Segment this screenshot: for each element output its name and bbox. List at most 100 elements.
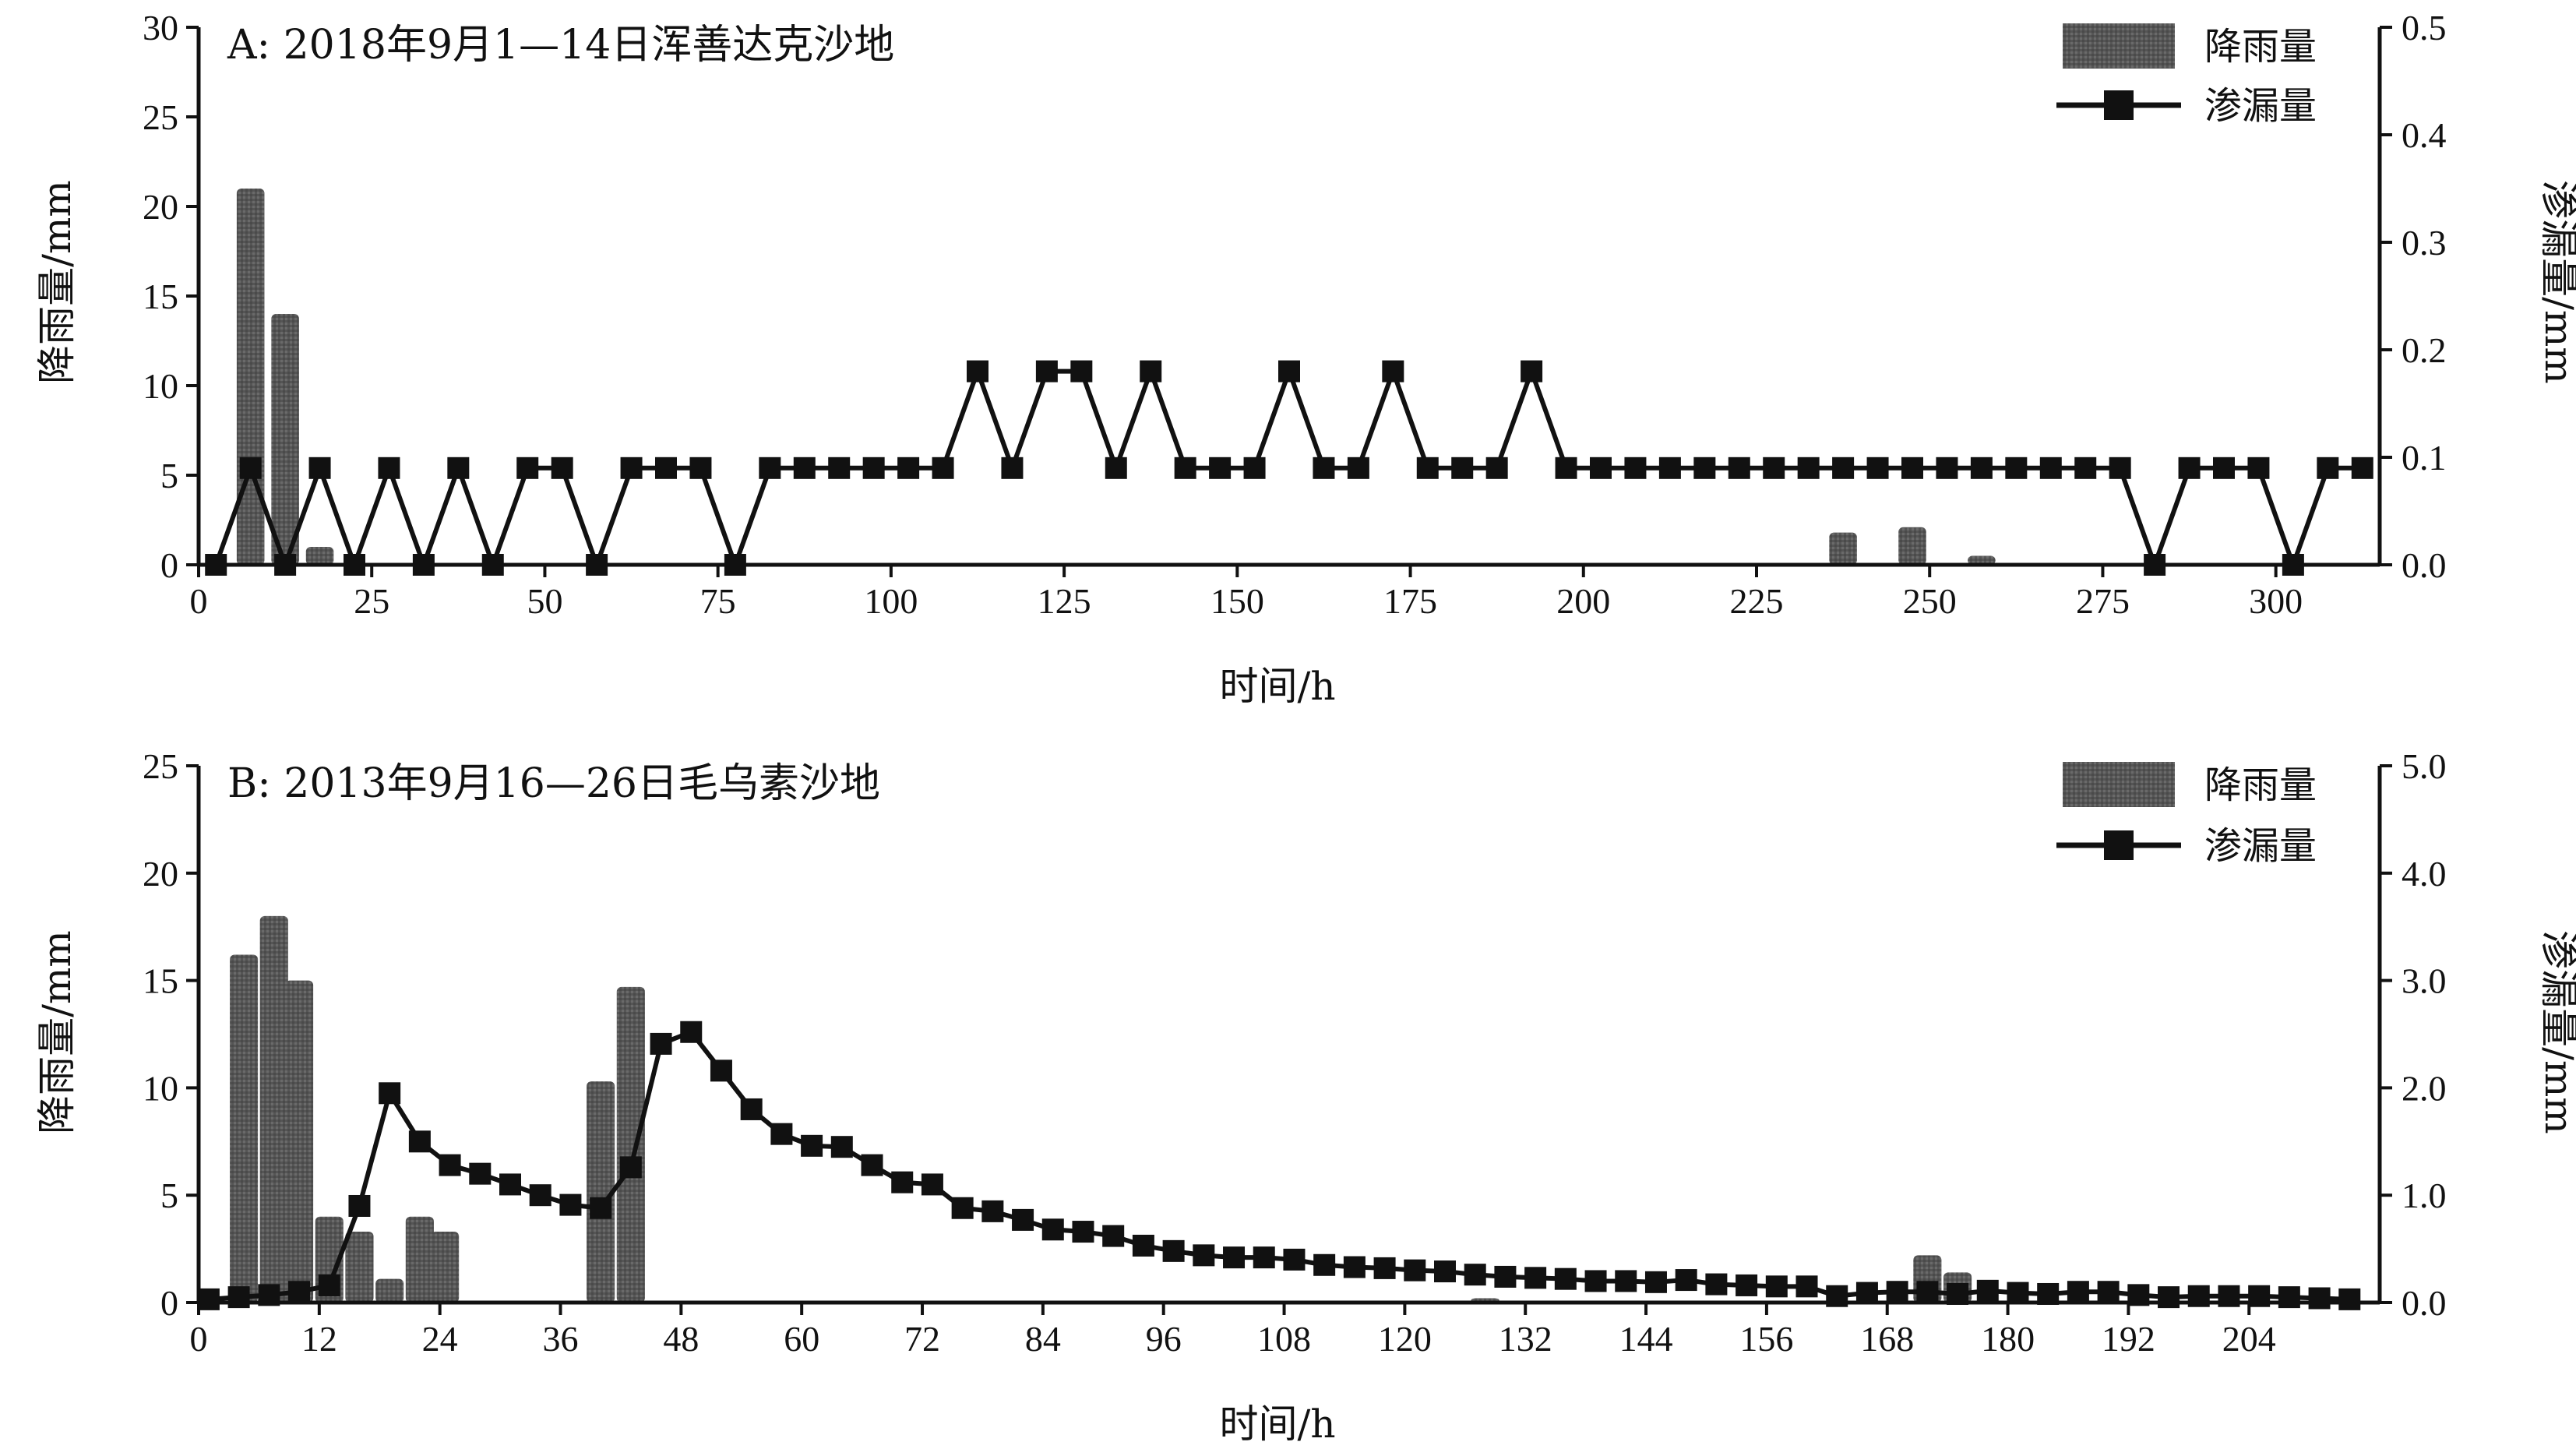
panel-a-leakage-point (1797, 457, 1820, 479)
panel-b-xlabel: 时间/h (1219, 1401, 1335, 1447)
panel-b: B: 2013年9月16—26日毛乌素沙地 时间/h 降雨量/mm 渗漏量/mm… (34, 746, 2576, 1447)
panel-a-legend-rain-swatch (2063, 23, 2175, 69)
panel-b-ytick-left-label: 0 (160, 1283, 178, 1323)
panel-b-leakage-point (529, 1184, 551, 1207)
panel-b-ytick-left-label: 20 (143, 854, 178, 894)
panel-a-leakage-point (932, 457, 954, 479)
panel-b-leakage-point (1132, 1234, 1154, 1257)
panel-a-leakage-point (1313, 457, 1335, 479)
panel-a-leakage-point (1763, 457, 1785, 479)
panel-b-leakage-point (379, 1082, 401, 1105)
panel-a-rain-bar (1898, 527, 1926, 565)
panel-b-leakage-point (981, 1200, 1004, 1222)
panel-b-rain-bar (259, 915, 288, 1303)
panel-b-leakage-point (288, 1281, 311, 1303)
panel-a-leakage-point (551, 457, 573, 479)
panel-b-ytick-right-label: 2.0 (2402, 1068, 2447, 1108)
panel-b-xtick-label: 24 (422, 1319, 458, 1359)
panel-b-rain-bar (587, 1081, 615, 1303)
panel-a-leakage-point (1590, 457, 1612, 479)
panel-b-ytick-left-label: 25 (143, 746, 178, 786)
panel-b-leakage-point (951, 1197, 974, 1219)
panel-a-rain-bar (1829, 532, 1857, 565)
panel-b-plot: 0 12 24 36 48 60 72 84 96 108 120 132 144 156 168 180 19… (143, 746, 2447, 1359)
panel-b-leakage-point (1041, 1218, 1064, 1241)
panel-b-leakage-point (1072, 1221, 1094, 1243)
panel-b-leakage-point (740, 1098, 763, 1120)
panel-a-leakage-point (1382, 360, 1404, 383)
panel-b-leakage-point (1012, 1208, 1034, 1231)
panel-b-xtick-label: 0 (190, 1319, 208, 1359)
panel-b-leakage-point (1976, 1279, 1999, 1302)
panel-b-ylabel-right: 渗漏量/mm (2536, 930, 2576, 1134)
panel-a-leakage-point (1832, 457, 1855, 479)
panel-b-legend-leak-label: 渗漏量 (2204, 824, 2317, 868)
panel-b-leakage-point (408, 1130, 431, 1153)
panel-b-xtick-label: 12 (301, 1319, 337, 1359)
panel-b-leakage-point (227, 1286, 250, 1309)
panel-b-leakage-point (499, 1173, 521, 1196)
panel-b-xtick-label: 192 (2102, 1319, 2155, 1359)
panel-a-xtick-label: 225 (1730, 581, 1784, 621)
panel-a-xtick-label: 300 (2249, 581, 2303, 621)
panel-b-ytick-left-label: 15 (143, 961, 178, 1001)
panel-b-leakage-point (1524, 1267, 1547, 1289)
panel-b-leakage-point (619, 1156, 642, 1179)
panel-a-rain-bar (305, 547, 334, 565)
panel-b-leakage-point (650, 1032, 672, 1055)
panel-a-legend: 降雨量 渗漏量 (2056, 23, 2317, 128)
panel-a-leakage-point (2178, 457, 2201, 479)
panel-a-leakage-point (1105, 457, 1127, 479)
panel-b-rain-bar (230, 954, 259, 1303)
panel-a-xtick-label: 150 (1210, 581, 1264, 621)
panel-b-leakage-point (1343, 1256, 1366, 1278)
panel-b-leakage-point (1675, 1269, 1697, 1292)
panel-b-leakage-point (1162, 1239, 1185, 1262)
panel-b-legend: 降雨量 渗漏量 (2056, 762, 2317, 868)
panel-b-leakage-point (1584, 1270, 1607, 1292)
panel-a-leakage-point (2039, 457, 2062, 479)
panel-b-leakage-point (1253, 1246, 1275, 1269)
panel-a-leakage-point (862, 457, 885, 479)
panel-b-xtick-label: 72 (904, 1319, 940, 1359)
panel-a-rain-bar (1968, 555, 1996, 565)
panel-a-leakage-point (2247, 457, 2270, 479)
panel-b-ytick-left-label: 10 (143, 1068, 178, 1108)
panel-a-leakage-point (1555, 457, 1577, 479)
panel-b-xtick-label: 168 (1860, 1319, 1914, 1359)
panel-a-leakage-point (620, 457, 643, 479)
panel-b-leakage-point (1736, 1274, 1758, 1296)
panel-a-leakage-point (2213, 457, 2235, 479)
panel-a-leakage-point (1035, 360, 1058, 383)
panel-a-ytick-right-label: 0.4 (2402, 115, 2447, 155)
panel-b-xtick-label: 84 (1025, 1319, 1061, 1359)
panel-b-rain-bar (616, 986, 645, 1303)
panel-a-leakage-point (2351, 457, 2373, 479)
panel-a-leakage-point (1451, 457, 1474, 479)
panel-a-legend-rain-label: 降雨量 (2204, 25, 2317, 69)
panel-a: A: 2018年9月1—14日浑善达克沙地 时间/h 降雨量/mm 渗漏量/mm… (34, 8, 2576, 709)
panel-b-leakage-point (1916, 1281, 1939, 1303)
panel-a-ytick-right-label: 0.5 (2402, 8, 2447, 48)
panel-b-ytick-right-label: 5.0 (2402, 746, 2447, 786)
panel-a-ytick-right-label: 0.0 (2402, 545, 2447, 585)
panel-a-xtick-label: 275 (2076, 581, 2130, 621)
panel-a-leakage-point (828, 457, 851, 479)
panel-a-ytick-left-label: 30 (143, 8, 178, 48)
panel-b-leakage-point (861, 1154, 883, 1176)
panel-a-xtick-label: 100 (864, 581, 918, 621)
panel-b-leakage-point (469, 1162, 492, 1185)
panel-b-leakage-point (921, 1173, 943, 1196)
panel-a-ytick-right-label: 0.3 (2402, 223, 2447, 263)
panel-a-ytick-left-label: 0 (160, 545, 178, 585)
panel-a-leakage-point (967, 360, 988, 383)
panel-a-leakage-point (655, 457, 677, 479)
panel-b-leakage-point (1795, 1275, 1818, 1298)
panel-b-leakage-point (1554, 1267, 1577, 1290)
panel-b-leakage-point (2278, 1286, 2300, 1309)
panel-b-leakage-point (1404, 1259, 1426, 1282)
panel-a-plot: 0 25 50 75 100 125 150 175 200 225 250 275 300 0 5 10 15… (143, 8, 2447, 621)
panel-a-leakage-point (1658, 457, 1681, 479)
panel-b-xtick-label: 180 (1981, 1319, 2035, 1359)
panel-a-leakage-point (1936, 457, 1958, 479)
